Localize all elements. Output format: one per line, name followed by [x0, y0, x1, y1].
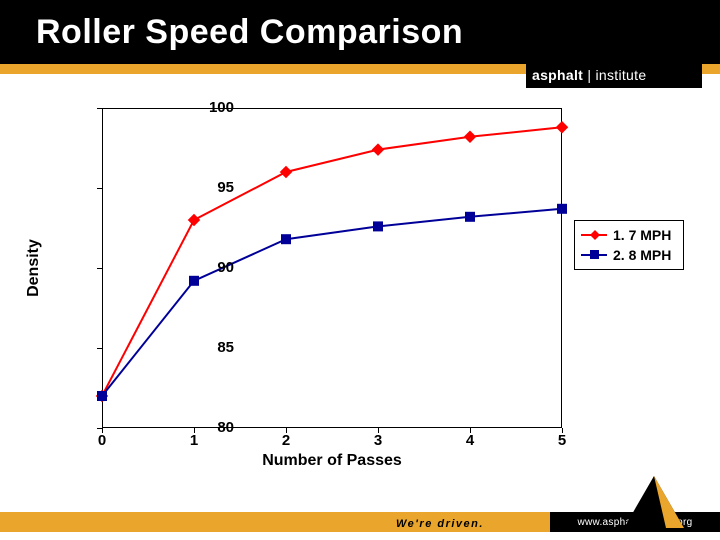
series-marker: [372, 143, 385, 156]
y-tick-mark: [97, 188, 102, 189]
series-marker: [189, 276, 199, 286]
slide-title: Roller Speed Comparison: [0, 13, 463, 52]
x-tick-label: 5: [552, 432, 572, 449]
brand-logo: asphalt | institute: [526, 62, 702, 88]
series-marker: [281, 234, 291, 244]
triangle-logo-icon: [622, 474, 686, 530]
legend-marker-icon: [590, 250, 599, 259]
legend-label: 1. 7 MPH: [613, 227, 671, 243]
y-tick-label: 90: [174, 259, 234, 276]
x-tick-mark: [102, 428, 103, 433]
legend: 1. 7 MPH 2. 8 MPH: [574, 220, 684, 270]
series-marker: [465, 212, 475, 222]
x-tick-mark: [378, 428, 379, 433]
series-line: [102, 209, 562, 396]
y-tick-label: 100: [174, 99, 234, 116]
x-tick-mark: [470, 428, 471, 433]
legend-line-icon: [581, 234, 607, 236]
title-bar: Roller Speed Comparison: [0, 0, 720, 64]
series-marker: [556, 121, 569, 134]
y-tick-mark: [97, 108, 102, 109]
x-tick-label: 0: [92, 432, 112, 449]
x-tick-label: 3: [368, 432, 388, 449]
y-tick-label: 95: [174, 179, 234, 196]
brand-part1: asphalt: [532, 67, 583, 83]
slide: Roller Speed Comparison asphalt | instit…: [0, 0, 720, 540]
legend-line-icon: [581, 254, 607, 256]
series-marker: [280, 166, 293, 179]
x-tick-label: 4: [460, 432, 480, 449]
y-tick-label: 85: [174, 339, 234, 356]
footer-tagline: We're driven.: [396, 518, 484, 530]
legend-label: 2. 8 MPH: [613, 247, 671, 263]
series-marker: [464, 131, 477, 144]
series-line: [102, 127, 562, 396]
series-marker: [188, 214, 201, 227]
x-tick-mark: [194, 428, 195, 433]
series-marker: [373, 221, 383, 231]
y-tick-mark: [97, 268, 102, 269]
legend-item: 1. 7 MPH: [581, 225, 677, 245]
x-tick-mark: [562, 428, 563, 433]
chart-lines: [102, 108, 562, 428]
y-axis-label: Density: [22, 92, 46, 444]
series-marker: [97, 391, 107, 401]
brand-text: asphalt | institute: [532, 67, 646, 83]
series-marker: [557, 204, 567, 214]
y-tick-mark: [97, 348, 102, 349]
x-axis-label: Number of Passes: [102, 452, 562, 470]
brand-part2: institute: [595, 67, 646, 83]
legend-item: 2. 8 MPH: [581, 245, 677, 265]
chart: Density 80 85 90 95 100 0 1 2 3 4 5 Number of Pass…: [22, 92, 698, 492]
x-tick-label: 2: [276, 432, 296, 449]
x-tick-mark: [286, 428, 287, 433]
x-tick-label: 1: [184, 432, 204, 449]
y-tick-label: 80: [174, 419, 234, 436]
